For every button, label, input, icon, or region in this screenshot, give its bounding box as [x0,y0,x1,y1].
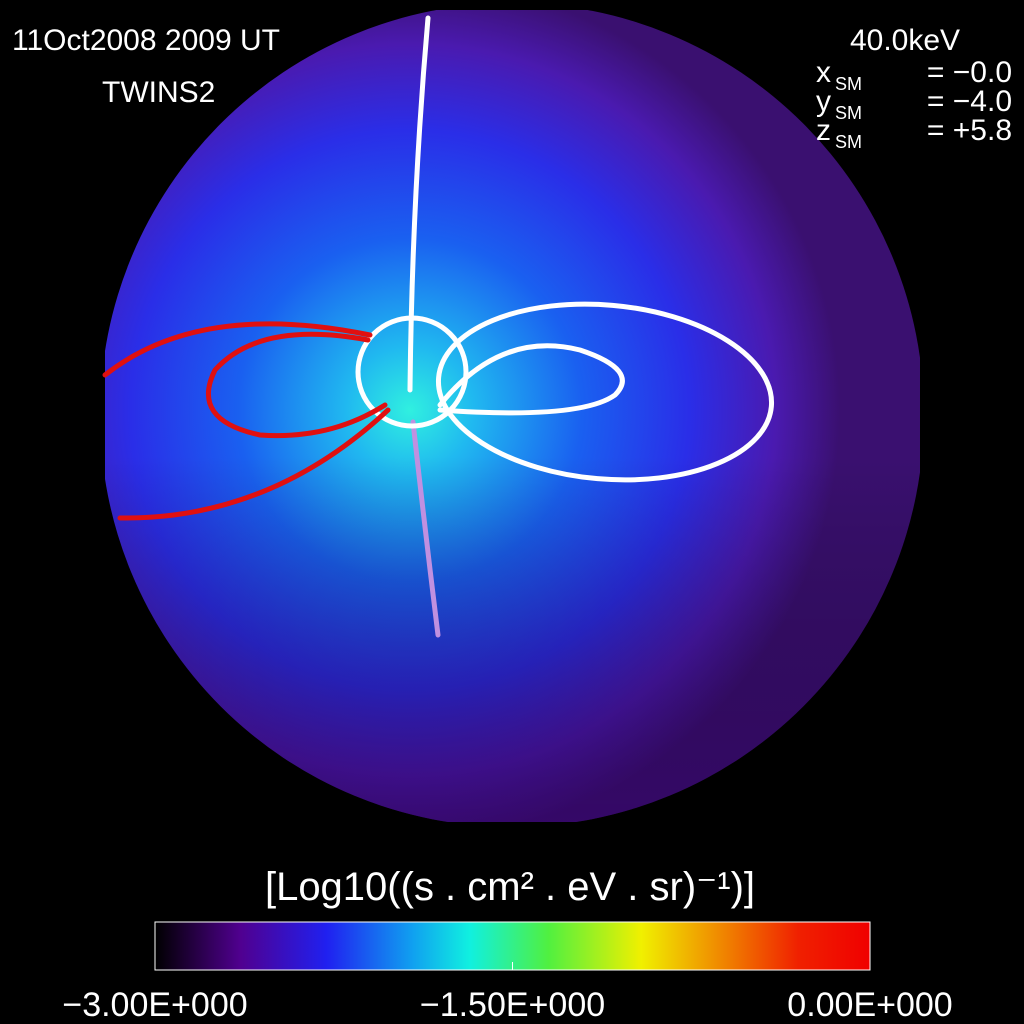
colorbar-tick-label: −3.00E+000 [62,986,247,1024]
position-value: = −4.0 [927,85,1012,118]
position-var: x [816,56,831,89]
energy: 40.0keV [850,24,960,57]
colorbar-label: [Log10((s . cm² . eV . sr)⁻¹)] [265,865,755,909]
field-lines [102,15,775,638]
position-value: = +5.8 [927,114,1012,147]
position-var: z [816,114,831,147]
position-sub: SM [835,74,862,94]
disk [105,10,920,822]
date: 11Oct2008 2009 UT [12,24,280,57]
position-value: = −0.0 [927,56,1012,89]
position-sub: SM [835,132,862,152]
spacecraft: TWINS2 [102,76,215,109]
position-var: y [816,85,831,118]
colorbar-tick-label: −1.50E+000 [420,986,605,1024]
colorbar-tick-label: 0.00E+000 [787,986,952,1024]
position-sub: SM [835,103,862,123]
